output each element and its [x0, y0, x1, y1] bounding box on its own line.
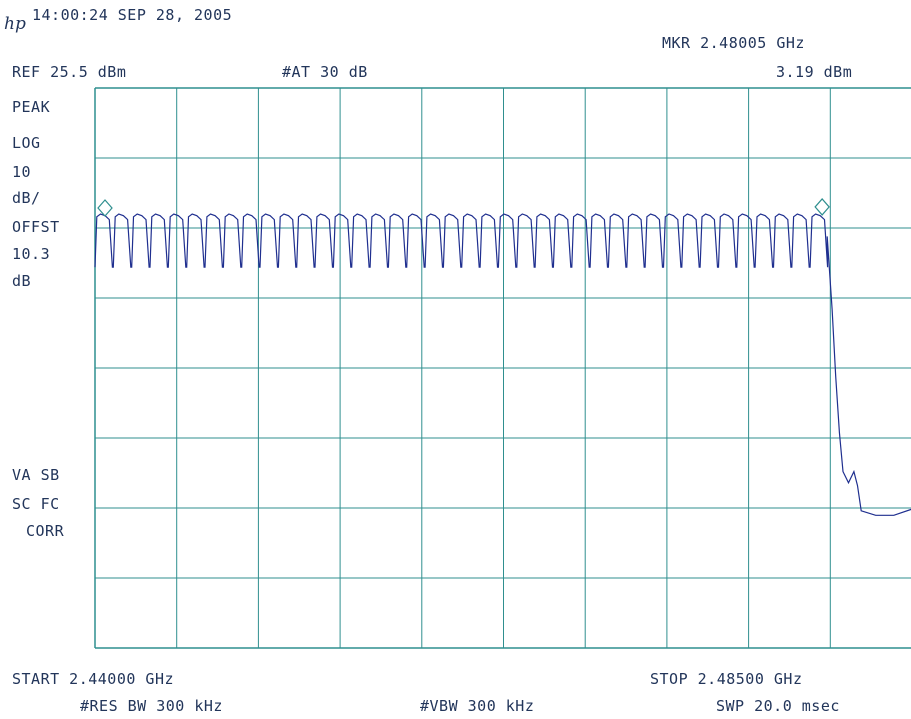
- markers: [97, 198, 830, 217]
- annotation-corr: CORR: [26, 522, 65, 540]
- annotation-sc-fc: SC FC: [12, 495, 60, 513]
- timestamp: 14:00:24 SEP 28, 2005: [32, 6, 233, 24]
- sweep-time: SWP 20.0 msec: [716, 697, 840, 715]
- video-bandwidth: #VBW 300 kHz: [420, 697, 535, 715]
- offset-label: OFFST: [12, 218, 60, 236]
- marker-diamond: [814, 198, 830, 216]
- stop-frequency: STOP 2.48500 GHz: [650, 670, 803, 688]
- marker-frequency: MKR 2.48005 GHz: [662, 34, 805, 52]
- scale-type: LOG: [12, 134, 41, 152]
- scale-unit: dB/: [12, 189, 41, 207]
- offset-unit: dB: [12, 272, 32, 290]
- attenuation: #AT 30 dB: [282, 63, 368, 81]
- marker-level: 3.19 dBm: [776, 63, 853, 81]
- spectrum-trace: [94, 213, 911, 516]
- graticule: [94, 87, 911, 649]
- annotation-va-sb: VA SB: [12, 466, 60, 484]
- offset-value: 10.3: [12, 245, 51, 263]
- scale-value: 10: [12, 163, 32, 181]
- detector-mode: PEAK: [12, 98, 51, 116]
- marker-diamond: [97, 199, 113, 217]
- start-frequency: START 2.44000 GHz: [12, 670, 175, 688]
- hp-logo: hp: [4, 14, 26, 34]
- resolution-bandwidth: #RES BW 300 kHz: [80, 697, 223, 715]
- reference-level: REF 25.5 dBm: [12, 63, 127, 81]
